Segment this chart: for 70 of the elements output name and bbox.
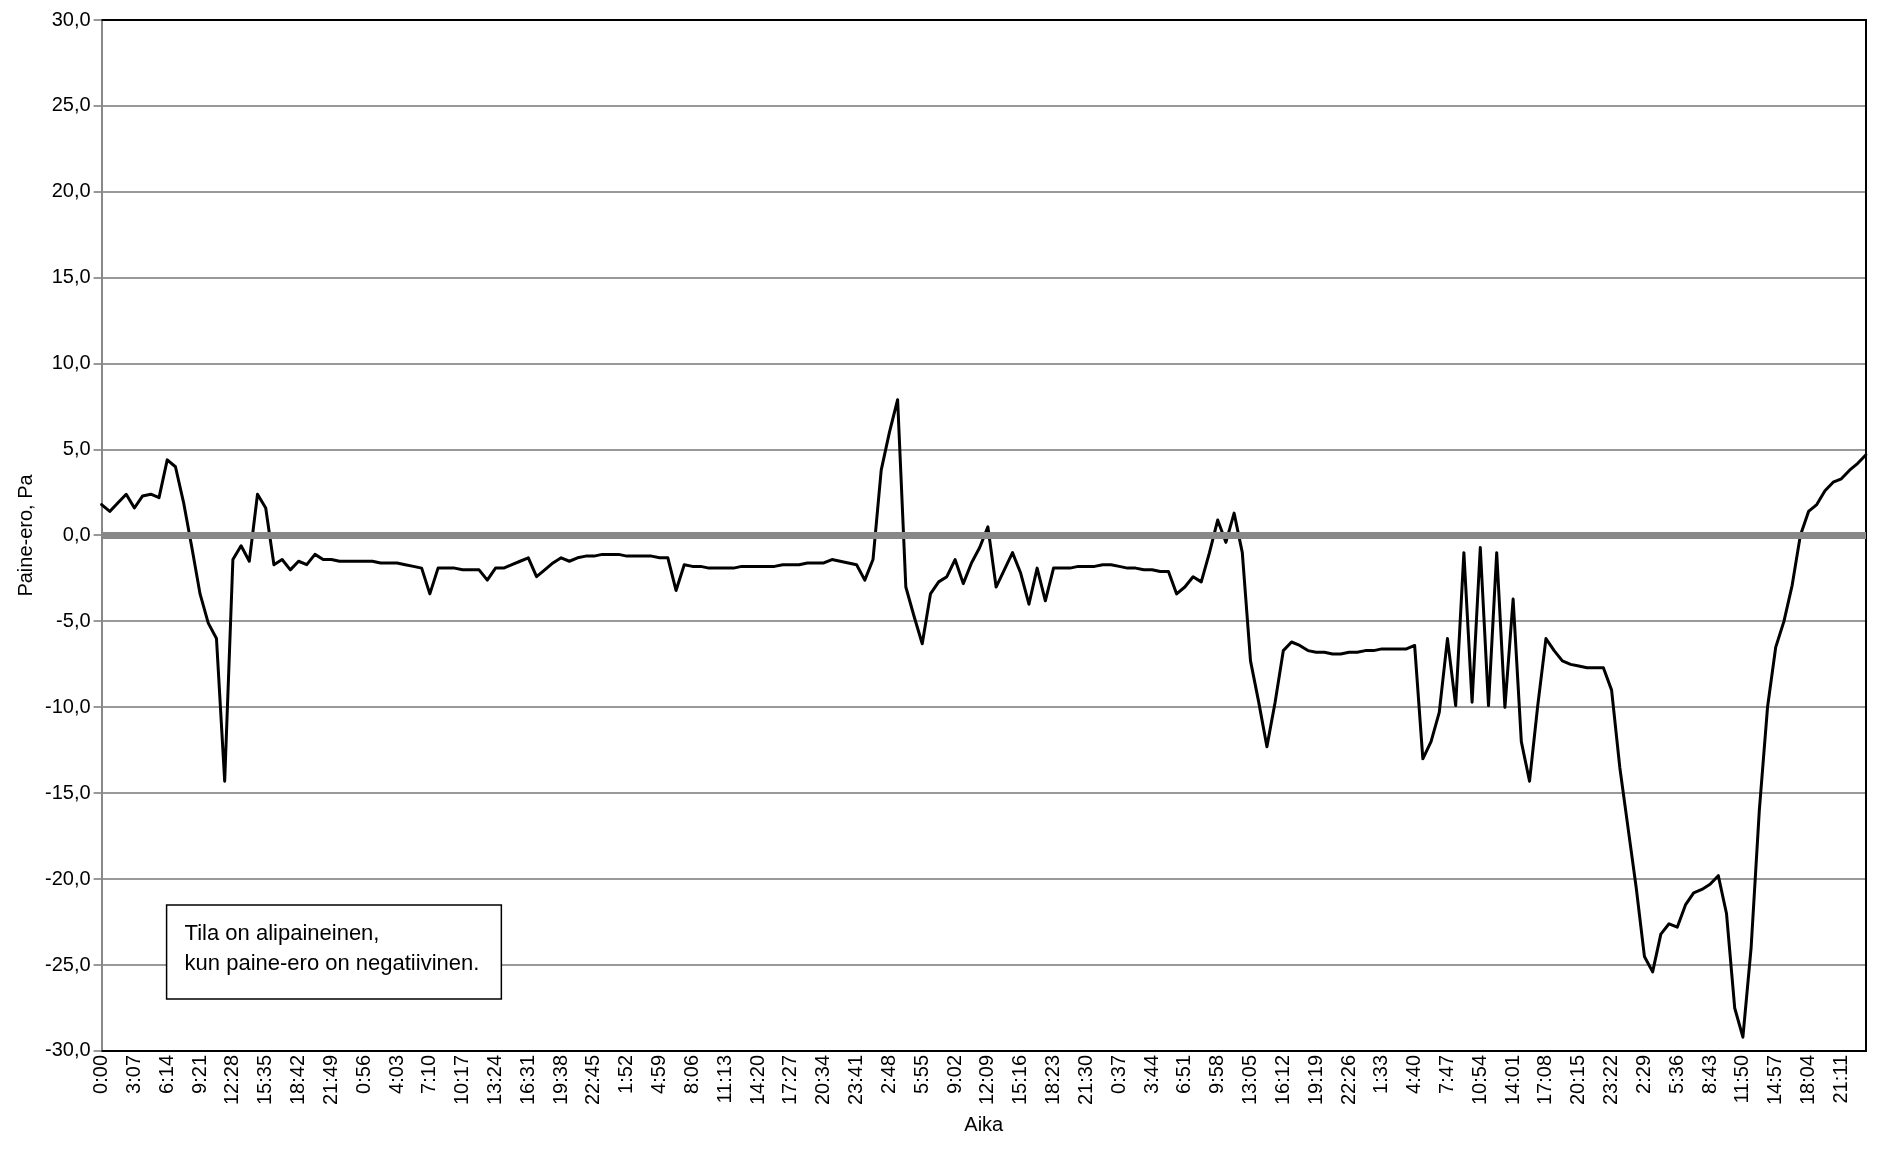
x-tick-label: 22:26 (1336, 1054, 1359, 1106)
x-tick-label: 3:07 (121, 1054, 144, 1094)
x-tick-label: 6:14 (154, 1054, 177, 1094)
x-tick-label: 23:41 (844, 1054, 867, 1106)
x-tick-label: 20:15 (1566, 1054, 1589, 1106)
x-tick-label: 22:45 (581, 1054, 604, 1106)
y-tick-label: -5,0 (56, 608, 91, 631)
x-tick-label: 17:27 (778, 1054, 801, 1106)
annotation: Tila on alipaineinen, kun paine-ero on negatiivinen. (184, 919, 480, 975)
x-tick-label: 7:10 (417, 1054, 440, 1094)
x-tick-label: 19:38 (548, 1054, 571, 1106)
x-tick-label: 16:12 (1270, 1054, 1293, 1106)
y-tick-label: 15,0 (51, 265, 91, 288)
x-tick-label: 4:59 (647, 1054, 670, 1094)
y-tick-label: -10,0 (44, 694, 91, 717)
x-tick-label: 13:05 (1238, 1054, 1261, 1106)
y-axis-title: Paine-ero, Pa (13, 473, 36, 597)
y-tick-label: 5,0 (62, 437, 91, 460)
x-tick-label: 18:23 (1041, 1054, 1064, 1106)
x-tick-label: 10:17 (450, 1054, 473, 1106)
x-tick-label: 2:48 (876, 1054, 899, 1094)
x-tick-label: 23:22 (1599, 1054, 1622, 1106)
y-tick-label: 20,0 (51, 179, 91, 202)
y-tick-label: 25,0 (51, 93, 91, 116)
x-tick-label: 4:03 (384, 1054, 407, 1094)
x-tick-label: 5:36 (1664, 1054, 1687, 1094)
x-tick-label: 12:28 (220, 1054, 243, 1106)
x-tick-label: 0:56 (351, 1054, 374, 1094)
x-tick-label: 11:13 (712, 1054, 735, 1104)
y-tick-label: -20,0 (44, 866, 91, 889)
x-tick-label: 16:31 (515, 1054, 538, 1106)
x-axis-title: Aika (964, 1112, 1005, 1135)
x-tick-label: 7:47 (1434, 1054, 1457, 1094)
x-tick-label: 11:50 (1730, 1054, 1753, 1104)
x-tick-label: 6:51 (1172, 1054, 1195, 1094)
x-tick-label: 1:52 (614, 1054, 637, 1094)
x-tick-label: 12:09 (975, 1054, 998, 1106)
x-tick-label: 18:42 (286, 1054, 309, 1106)
x-tick-label: 0:00 (89, 1054, 112, 1094)
x-tick-label: 21:30 (1073, 1054, 1096, 1106)
x-tick-label: 14:57 (1763, 1054, 1786, 1106)
x-tick-label: 21:49 (318, 1054, 341, 1106)
x-tick-label: 2:29 (1631, 1054, 1654, 1094)
x-tick-label: 5:55 (909, 1054, 932, 1094)
x-tick-label: 1:33 (1369, 1054, 1392, 1094)
x-tick-label: 18:04 (1796, 1054, 1819, 1106)
x-tick-label: 9:58 (1205, 1054, 1228, 1094)
x-tick-label: 21:11 (1828, 1054, 1851, 1104)
y-tick-label: 10,0 (51, 351, 91, 374)
y-tick-label: -30,0 (44, 1038, 91, 1061)
y-tick-label: 0,0 (62, 522, 91, 545)
x-tick-label: 10:54 (1467, 1054, 1490, 1106)
x-tick-label: 17:08 (1533, 1054, 1556, 1106)
x-tick-label: 4:40 (1402, 1054, 1425, 1094)
y-tick-label: -25,0 (44, 952, 91, 975)
x-tick-label: 20:34 (811, 1054, 834, 1106)
x-tick-label: 15:16 (1008, 1054, 1031, 1106)
y-tick-label: 30,0 (51, 7, 91, 30)
x-tick-label: 13:24 (483, 1054, 506, 1106)
x-tick-label: 9:21 (187, 1054, 210, 1094)
x-tick-label: 9:02 (942, 1054, 965, 1094)
y-tick-label: -15,0 (44, 780, 91, 803)
x-tick-label: 8:43 (1697, 1054, 1720, 1094)
x-tick-label: 19:19 (1303, 1054, 1326, 1106)
x-tick-label: 0:37 (1106, 1054, 1129, 1094)
x-tick-label: 14:01 (1500, 1054, 1523, 1106)
x-tick-label: 8:06 (679, 1054, 702, 1094)
x-tick-label: 15:35 (253, 1054, 276, 1106)
x-tick-label: 14:20 (745, 1054, 768, 1106)
x-tick-label: 3:44 (1139, 1054, 1162, 1094)
